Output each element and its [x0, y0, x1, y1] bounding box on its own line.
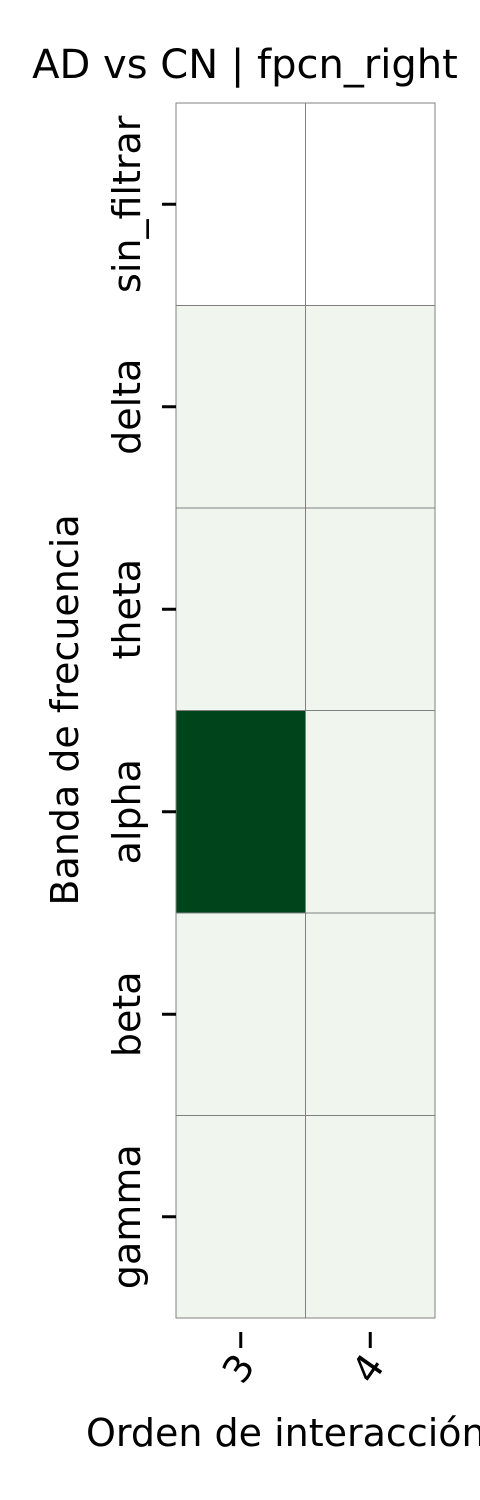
heatmap-cell-delta-3 — [175, 305, 306, 509]
heatmap-cell-alpha-3 — [175, 710, 306, 914]
x-tick-label-4: 4 — [343, 1346, 393, 1391]
heatmap-cell-theta-4 — [305, 507, 436, 711]
heatmap-cells — [175, 102, 436, 1319]
heatmap-cell-delta-4 — [305, 305, 436, 509]
chart-title: AD vs CN | fpcn_right — [32, 42, 458, 88]
heatmap-cell-theta-3 — [175, 507, 306, 711]
y-tick-label-sin_filtrar: sin_filtrar — [105, 115, 149, 293]
heatmap-cell-sin_filtrar-4 — [305, 102, 436, 306]
heatmap-cell-beta-4 — [305, 912, 436, 1116]
y-tick-label-delta: delta — [105, 359, 149, 455]
heatmap-cell-alpha-4 — [305, 710, 436, 914]
y-tick-label-theta: theta — [105, 559, 149, 660]
y-tick-label-alpha: alpha — [105, 759, 149, 864]
heatmap-cell-sin_filtrar-3 — [175, 102, 306, 306]
y-tick-label-beta: beta — [105, 971, 149, 1057]
y-tick-label-gamma: gamma — [105, 1144, 149, 1289]
heatmap-cell-gamma-3 — [175, 1115, 306, 1319]
heatmap-cell-gamma-4 — [305, 1115, 436, 1319]
y-axis-label: Banda de frecuencia — [43, 514, 87, 905]
heatmap-cell-beta-3 — [175, 912, 306, 1116]
x-tick-label-3: 3 — [214, 1346, 264, 1391]
x-axis-label: Orden de interacción — [86, 1411, 480, 1455]
